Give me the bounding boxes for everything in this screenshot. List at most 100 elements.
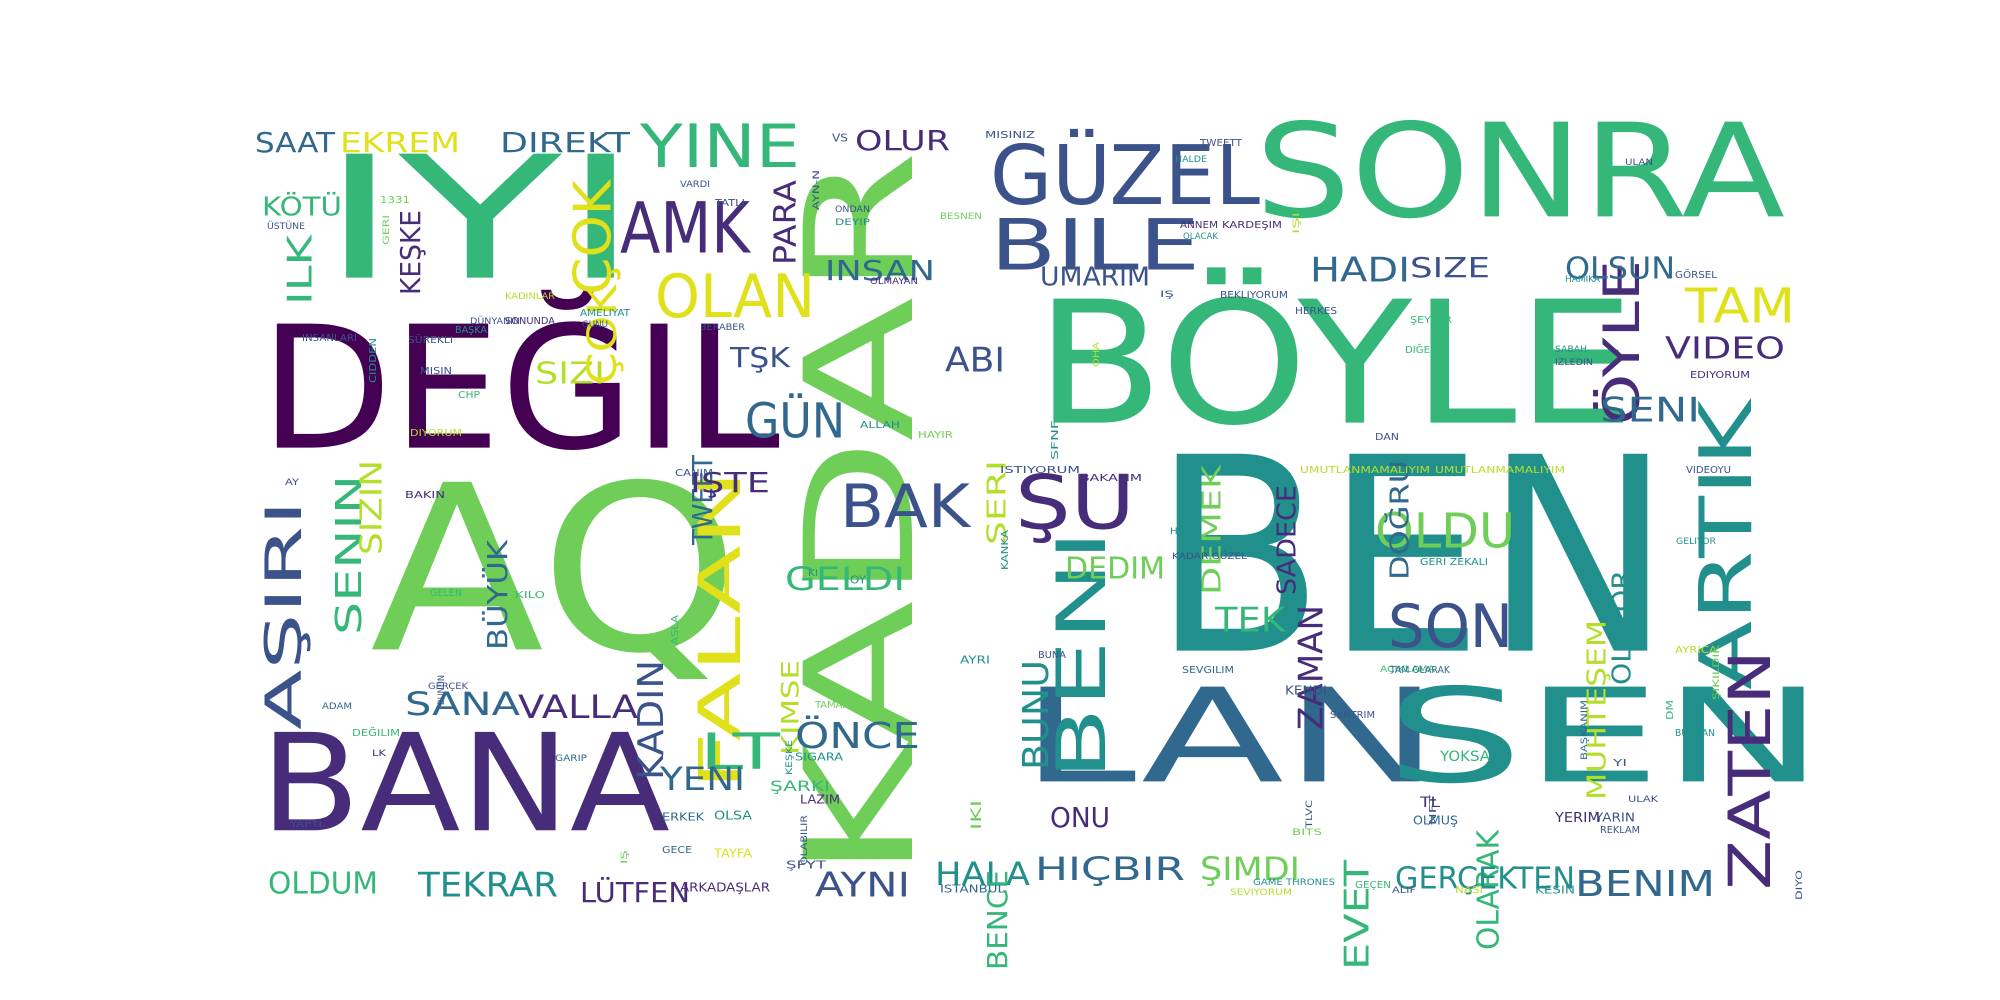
cloud-word-seri: SERI bbox=[982, 460, 1012, 545]
cloud-word-guzel: GÜZEL bbox=[990, 128, 1260, 224]
cloud-word-yoksa: YOKSA bbox=[1439, 749, 1491, 765]
cloud-word-haric: HARIÇ bbox=[1170, 527, 1202, 537]
cloud-word-demek: DEMEK bbox=[1197, 464, 1227, 595]
cloud-word-asla: ASLA bbox=[670, 615, 681, 645]
cloud-word-surekli: SÜREKLI bbox=[408, 333, 453, 346]
cloud-word-boyle: BÖYLE bbox=[1035, 266, 1635, 464]
cloud-word-son: SON bbox=[1388, 592, 1513, 662]
cloud-word-seyler: ŞEYLER bbox=[1410, 315, 1452, 326]
cloud-word-su: ŞU bbox=[1015, 459, 1135, 547]
cloud-word-buna: BUNA bbox=[1038, 650, 1066, 661]
cloud-word-muhtesem: MUHTEŞEM bbox=[1582, 620, 1612, 800]
cloud-word-misin: MISIN bbox=[420, 366, 452, 377]
cloud-word-sizi: SIZI bbox=[535, 356, 605, 391]
cloud-word-degilim: DEĞILIM bbox=[352, 726, 400, 739]
cloud-word-sigara: SIGARA bbox=[795, 751, 844, 764]
cloud-word-nft: NFT bbox=[1428, 794, 1439, 825]
cloud-word-tl: TL bbox=[1419, 795, 1440, 811]
cloud-word-tweett: TWEETT bbox=[1199, 138, 1243, 149]
cloud-word-once: ÖNCE bbox=[795, 715, 920, 757]
cloud-word-kotu: KÖTÜ bbox=[262, 190, 342, 222]
cloud-word-direkt: DIREKT bbox=[500, 126, 631, 159]
cloud-word-cok: ÇOK bbox=[564, 178, 624, 295]
cloud-word-hadi: HADI bbox=[1310, 251, 1410, 291]
cloud-word-lutfen: LÜTFEN bbox=[580, 875, 690, 909]
cloud-word-gece: GECE bbox=[662, 845, 692, 856]
cloud-word-cok: ÇOK bbox=[580, 283, 626, 385]
cloud-word-tweet: TWEET bbox=[686, 454, 719, 546]
cloud-word-kadar: KADAR bbox=[774, 150, 948, 880]
cloud-word-ayri: AYRI bbox=[960, 654, 990, 667]
cloud-word-dedim: DEDIM bbox=[1065, 551, 1165, 586]
cloud-word-saat: SAAT bbox=[255, 126, 336, 159]
cloud-word-dunyanin: DÜNYANIN bbox=[470, 316, 520, 327]
cloud-word-tam-olarak: TAM OLARAK bbox=[1389, 665, 1450, 676]
cloud-word-umarim: UMARIM bbox=[1040, 262, 1150, 292]
cloud-word-istanbul: ISTANBUL bbox=[940, 883, 1006, 896]
cloud-word-oldu: OLDU bbox=[1375, 503, 1515, 559]
cloud-word-yapti: YAPTI bbox=[289, 820, 322, 830]
cloud-word-annem: ANNEM bbox=[1180, 220, 1218, 231]
cloud-word-deyip: DEYIP bbox=[835, 218, 871, 228]
cloud-word-ayn-n: AYN-N bbox=[812, 170, 822, 210]
cloud-word-onu: ONU bbox=[1050, 801, 1110, 834]
cloud-word-bekliyorum: BEKLIYORUM bbox=[1220, 290, 1288, 301]
cloud-word-sadece: SADECE bbox=[1272, 485, 1302, 595]
cloud-word-allah: ALLAH bbox=[860, 420, 900, 431]
cloud-word-saka: ŞAKA bbox=[660, 629, 670, 655]
cloud-word-sfyt: ŞFYT bbox=[786, 859, 826, 872]
cloud-word-iste: IŞTE bbox=[690, 466, 770, 499]
cloud-word-adam: ADAM bbox=[322, 702, 352, 712]
cloud-word-sfnf: SFNF bbox=[1050, 420, 1061, 460]
cloud-word-yeni: YENI bbox=[659, 760, 745, 798]
cloud-word-olmus: OLMUŞ bbox=[1413, 813, 1458, 827]
cloud-word-ulak: ULAK bbox=[1628, 795, 1659, 805]
cloud-word-hamika: HAMIKA bbox=[1565, 275, 1601, 285]
cloud-word-bits: BITS bbox=[1292, 828, 1322, 838]
cloud-word-tek: TEK bbox=[1214, 601, 1287, 641]
cloud-word-herkes: HERKES bbox=[1295, 306, 1337, 317]
cloud-word-tatli: TATLI bbox=[714, 198, 745, 209]
cloud-word-gecen: GEÇEN bbox=[1355, 880, 1391, 891]
cloud-word-kilo: KILO bbox=[515, 590, 545, 601]
cloud-word-zaten: ZATEN bbox=[1716, 650, 1784, 890]
cloud-word-videoyu: VIDEOYU bbox=[1686, 465, 1731, 476]
cloud-word-evet: EVET bbox=[1338, 860, 1378, 970]
cloud-word-kimse: KIMSE bbox=[777, 660, 805, 755]
cloud-word-lt: LT bbox=[700, 723, 781, 781]
cloud-word-bunun: BUNUN bbox=[437, 675, 447, 705]
cloud-word-tlvc: TLVC bbox=[1305, 800, 1315, 829]
cloud-word-abi: ABI bbox=[945, 341, 1005, 381]
cloud-word-olan: OLAN bbox=[655, 262, 815, 332]
cloud-word-bak: BAK bbox=[840, 472, 972, 542]
cloud-word-baska: BAŞKA bbox=[455, 325, 487, 336]
cloud-word-oy: OY bbox=[850, 574, 866, 587]
cloud-word-ay: AY bbox=[285, 478, 300, 488]
cloud-word-halde: HALDE bbox=[1175, 155, 1207, 165]
cloud-word-size: SIZE bbox=[1410, 251, 1490, 284]
cloud-word-sana: SANA bbox=[405, 685, 520, 723]
cloud-word-oha: OHA bbox=[1092, 341, 1102, 367]
cloud-word-video: VIDEO bbox=[1665, 331, 1785, 366]
cloud-word-sonra: SONRA bbox=[1255, 95, 1785, 247]
cloud-word-keske: KEŞKE bbox=[785, 740, 795, 775]
cloud-word-arkadaslar: ARKADAŞLAR bbox=[680, 880, 770, 894]
cloud-word-geldi: GELDI bbox=[785, 560, 905, 598]
cloud-word-tayfa: TAYFA bbox=[713, 846, 753, 860]
cloud-word-ki: KI bbox=[808, 568, 818, 579]
cloud-word-gunu: GUNU bbox=[582, 320, 608, 330]
cloud-word-zaman: ZAMAN bbox=[1292, 605, 1332, 730]
cloud-word-sen: SEN bbox=[1385, 660, 1825, 812]
cloud-word-diyo: DIYO bbox=[1795, 870, 1805, 900]
cloud-word-gelen: GELEN bbox=[430, 588, 462, 599]
cloud-word-dan: DAN bbox=[1375, 432, 1399, 443]
cloud-word-sonunda: SONUNDA bbox=[505, 316, 555, 327]
cloud-word-baskanim: BAŞKANIM bbox=[1580, 700, 1590, 760]
cloud-word-olabilir: OLABILIR bbox=[800, 815, 810, 865]
cloud-word-senin: SENIN bbox=[329, 475, 370, 635]
cloud-word-kadinlar: KADINLAR bbox=[505, 292, 555, 302]
cloud-word-erkek: ERKEK bbox=[662, 811, 705, 824]
cloud-word-gorsel: GÖRSEL bbox=[1675, 268, 1717, 281]
cloud-word-yine: YINE bbox=[639, 112, 800, 182]
